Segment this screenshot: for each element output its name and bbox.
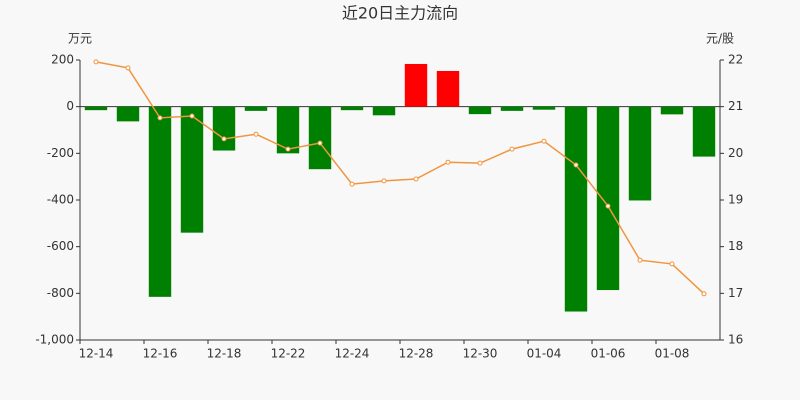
bar [340,106,364,111]
bar [404,63,428,107]
price-point [605,203,611,209]
y-tick-label: -200 [47,146,74,160]
bar [564,106,588,312]
price-point [541,138,547,144]
x-tick-label: 01-06 [591,347,626,361]
price-point [285,146,291,152]
x-tick-label: 12-18 [207,347,242,361]
y2-tick-label: 19 [728,193,743,207]
y2-tick-label: 21 [728,99,743,113]
price-point [125,65,131,71]
price-point [221,136,227,142]
price-point [701,291,707,297]
price-point [477,160,483,166]
price-point [349,181,355,187]
y2-tick-label: 20 [728,146,743,160]
bar [532,106,556,110]
bar [628,106,652,201]
price-point [253,131,259,137]
x-tick-label: 12-30 [463,347,498,361]
y-axis-unit: 万元 [68,32,92,46]
x-tick-label: 12-14 [79,347,114,361]
bar [148,106,172,297]
bar [244,106,268,111]
bar [596,106,620,291]
price-point [637,257,643,263]
bar [660,106,684,115]
y2-tick-label: 18 [728,239,743,253]
bar [436,70,460,107]
y-tick-label: 200 [51,53,74,67]
bar [116,106,140,122]
y-tick-label: -600 [47,239,74,253]
x-tick-label: 12-16 [143,347,178,361]
bar [212,106,236,151]
price-line [95,61,705,295]
price-point [669,261,675,267]
price-point [157,115,163,121]
chart-title: 近20日主力流向 [342,4,458,23]
bar [308,106,332,170]
x-tick-label: 12-22 [271,347,306,361]
y-tick-label: -1,000 [35,333,74,347]
bar [500,106,524,111]
y2-tick-label: 22 [728,53,743,67]
bar [372,106,396,116]
y-tick-label: 0 [66,99,74,113]
bar [276,106,300,154]
price-point [573,162,579,168]
y2-tick-label: 16 [728,333,743,347]
bar [180,106,204,233]
y-tick-label: -400 [47,193,74,207]
price-point [93,59,99,65]
y2-axis-unit: 元/股 [706,32,734,46]
price-point [381,178,387,184]
bar [468,106,492,115]
price-point [445,159,451,165]
x-tick-label: 12-24 [335,347,370,361]
x-tick-label: 01-08 [655,347,690,361]
bar [692,106,716,157]
x-tick-label: 01-04 [527,347,562,361]
price-point [317,140,323,146]
price-point [189,113,195,119]
y-tick-label: -800 [47,286,74,300]
price-point [509,146,515,152]
price-point [413,176,419,182]
bar [84,106,108,111]
y2-tick-label: 17 [728,286,743,300]
x-tick-label: 12-28 [399,347,434,361]
